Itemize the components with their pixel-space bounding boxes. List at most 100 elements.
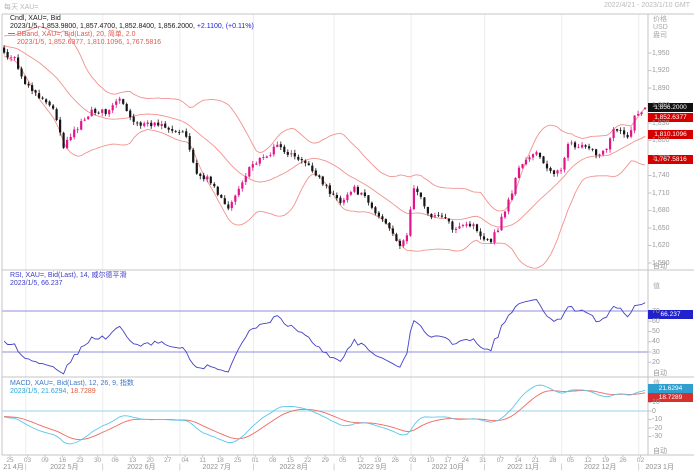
macd-axis-tick: -10 xyxy=(652,416,663,423)
rsi-legend-value: 2023/1/5, 66.237 xyxy=(10,280,63,287)
time-axis-day: 04 xyxy=(181,457,189,464)
time-axis-day: 15 xyxy=(286,457,294,464)
price-axis-tick: 1,620 xyxy=(652,242,670,249)
rsi-axis-tick: 20 xyxy=(652,358,660,366)
time-axis-day: 18 xyxy=(216,457,224,464)
price-axis-tick: 1,740 xyxy=(652,172,670,180)
month-separator: | xyxy=(637,463,640,471)
macd-axis-tick: 0 xyxy=(652,407,656,415)
time-axis-day: 25 xyxy=(6,457,14,464)
time-axis-month: 2022 12月 xyxy=(584,463,617,471)
time-axis-day: 25 xyxy=(234,457,242,464)
time-axis-day: 05 xyxy=(339,457,347,464)
bband-upper-badge: 1,852.6377 xyxy=(648,112,693,122)
price-axis-tick: 1,800 xyxy=(652,137,670,145)
bband-middle-badge: 1,810.1096 xyxy=(648,130,693,140)
time-axis-day: 28 xyxy=(549,457,557,464)
month-separator: | xyxy=(333,463,335,471)
macd-legend-title: MACD, XAU=, Bid(Last), 12, 26, 9, 指数 xyxy=(10,380,134,387)
time-axis-day: 21 xyxy=(531,457,540,464)
price-axis-title: 价格 xyxy=(653,16,667,23)
time-axis-month: 2022 8月 xyxy=(279,463,308,471)
time-axis-day: 11 xyxy=(199,457,207,464)
time-axis-day: 16 xyxy=(58,457,67,464)
time-axis-day: 19 xyxy=(374,457,382,464)
time-axis-day: 01 xyxy=(251,457,259,464)
time-axis-month: 2023 1月 xyxy=(645,463,674,471)
time-axis-day: 24 xyxy=(461,457,469,464)
time-axis-day: 30 xyxy=(93,457,102,464)
bband-legend-title: BBand, XAU=, Bid(Last), 20, 简单, 2.0 xyxy=(8,31,135,39)
macd-autoscale-toggle[interactable]: 自动 xyxy=(653,448,667,455)
main-autoscale-toggle[interactable]: 自动 xyxy=(653,263,667,270)
time-axis-day: 10 xyxy=(426,457,434,464)
macd-signal-badge: 18.7289 xyxy=(648,392,693,402)
time-axis-day: 07 xyxy=(496,457,504,464)
time-axis-month: 2022 11月 xyxy=(507,463,540,471)
price-axis-tick: 1,650 xyxy=(652,224,670,232)
macd-plot-area[interactable] xyxy=(2,378,648,455)
time-axis-day: 22 xyxy=(304,457,312,464)
bollinger-bands-layer xyxy=(3,25,646,269)
ohlc-values: 2023/1/5, 1,853.9800, 1,857.4700, 1,852.… xyxy=(10,23,195,30)
time-axis-day: 05 xyxy=(566,457,575,464)
rsi-axis-tick: 70 xyxy=(652,307,660,315)
time-axis-day: 17 xyxy=(444,457,452,464)
time-axis-day: 20 xyxy=(146,457,154,464)
macd-line xyxy=(4,384,646,445)
price-axis-unit: USD xyxy=(653,24,668,31)
time-axis-day: 12 xyxy=(356,457,364,464)
price-axis-tick: 1,680 xyxy=(652,207,670,215)
month-separator: | xyxy=(24,463,27,471)
macd-axis-tick: -30 xyxy=(652,433,663,440)
rsi-autoscale-toggle[interactable]: 自动 xyxy=(653,370,667,377)
candle-legend-values: 2023/1/5, 1,853.9800, 1,857.4700, 1,852.… xyxy=(10,23,254,31)
bband-legend-values: 2023/1/5, 1,852.6377, 1,810.1096, 1,767.… xyxy=(17,39,162,46)
macd-value: 2023/1/5, 21.6294, xyxy=(10,388,69,395)
time-axis-day: 02 xyxy=(636,457,645,464)
time-axis-day: 29 xyxy=(321,457,329,464)
bband-lower-badge: 1,767.5816 xyxy=(648,154,693,164)
time-axis-day: 13 xyxy=(128,457,137,464)
time-axis-day: 26 xyxy=(391,457,399,464)
month-separator: | xyxy=(101,463,104,471)
month-separator: | xyxy=(560,463,563,471)
time-axis-day: 09 xyxy=(41,457,49,464)
candles-layer xyxy=(3,45,647,249)
macd-value-badge: 21.6294 xyxy=(648,383,693,393)
chart-date-range: 2022/4/21 - 2023/1/10 GMT xyxy=(604,2,690,9)
price-axis-tick: 1,710 xyxy=(652,189,670,197)
rsi-line xyxy=(3,299,646,375)
price-axis-tick: 1,920 xyxy=(652,67,670,75)
macd-legend-values: 2023/1/5, 21.6294, 18.7289 xyxy=(10,388,96,396)
time-axis-day: 03 xyxy=(409,457,417,464)
last-price-badge: 1,856.2000 xyxy=(648,103,693,113)
rsi-axis-tick: 50 xyxy=(652,328,660,335)
month-separator: | xyxy=(178,463,181,471)
price-axis-tick: 1,590 xyxy=(652,259,670,267)
price-axis-tick: 1,830 xyxy=(652,119,670,127)
macd-signal-value: 18.7289 xyxy=(68,388,96,395)
price-axis-tick: 1,770 xyxy=(652,154,670,162)
macd-line xyxy=(4,390,646,441)
price-axis-tick: 1,890 xyxy=(652,84,670,92)
month-separator: | xyxy=(483,463,486,471)
time-axis-month: 21 4月 xyxy=(3,463,24,471)
bband-params: BBand, XAU=, Bid(Last), 20, 简单, 2.0 xyxy=(17,31,136,38)
time-axis-day: 27 xyxy=(164,457,172,464)
time-axis-day: 03 xyxy=(23,457,32,464)
month-separator: | xyxy=(252,463,255,471)
time-axis-day: 14 xyxy=(514,457,522,464)
main-chart-plot-area[interactable] xyxy=(2,14,648,270)
time-axis-month: 2022 6月 xyxy=(127,463,156,471)
time-axis-day: 12 xyxy=(584,457,592,464)
rsi-plot-area[interactable] xyxy=(2,270,648,377)
chart-interval-symbol: 每天 XAU= xyxy=(4,4,39,11)
rsi-value-badge: 66.237 xyxy=(648,310,693,320)
candle-legend-title: Cndl, XAU=, Bid xyxy=(10,15,61,22)
time-axis-day: 23 xyxy=(76,457,84,464)
price-axis-tick: 1,950 xyxy=(652,49,670,57)
time-axis-month: 2022 5月 xyxy=(50,463,79,471)
time-axis-day: 31 xyxy=(479,457,487,464)
